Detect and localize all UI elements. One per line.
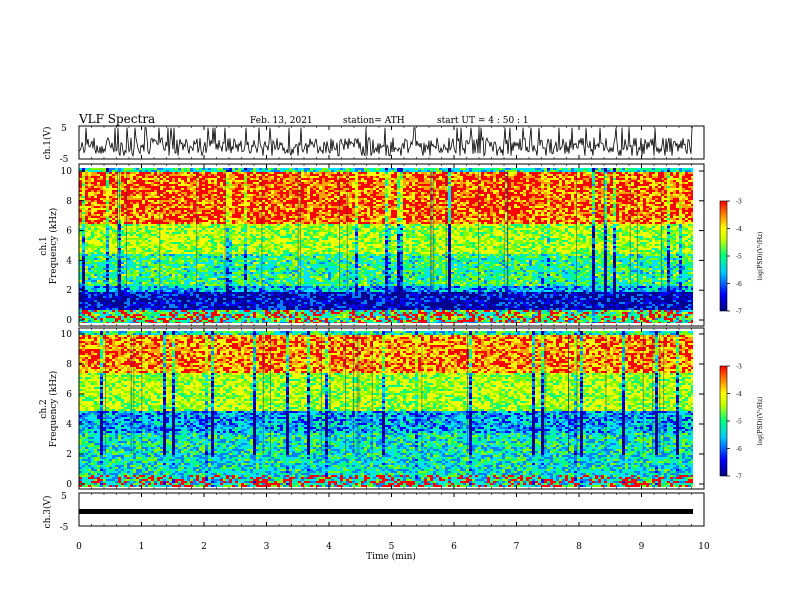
ch3-ytick-bottom: -5 <box>60 523 69 533</box>
ch1-ylabel: ch.1(V) <box>42 127 53 160</box>
cb2-tick--7: -7 <box>736 474 742 481</box>
cb2-tick--5: -5 <box>736 419 742 426</box>
ch1-spectrogram-image <box>79 168 693 323</box>
ch2-colorbar: -3 -4 -5 -6 -7 log(PSD)(V²/Hz) <box>719 364 764 481</box>
ch1-ylabel-channel: ch.1 <box>39 236 49 255</box>
date-label: Feb. 13, 2021 <box>250 116 313 126</box>
s1-ytick-10: 10 <box>61 167 73 177</box>
s1-ytick-6: 6 <box>66 227 72 237</box>
cb2-tick--3: -3 <box>736 364 742 371</box>
s1-ytick-0: 0 <box>66 316 72 326</box>
cb1-tick--7: -7 <box>736 309 742 316</box>
station-label: station= ATH <box>343 116 405 126</box>
x-tick-label-8: 8 <box>576 542 582 552</box>
x-tick-label-6: 6 <box>451 542 457 552</box>
x-tick-label-7: 7 <box>514 542 520 552</box>
ch2-spectrogram-panel: 0 2 4 6 8 10 ch.2 Frequency (kHz) <box>39 327 705 490</box>
ch3-waveform-panel: 5 -5 ch.3(V) <box>42 492 705 533</box>
x-axis-label: Time (min) <box>366 551 416 562</box>
ch1-ytick-bottom: -5 <box>60 155 69 165</box>
start-time-label: start UT = 4 : 50 : 1 <box>437 116 529 126</box>
ch2-colorbar-label: log(PSD)(V²/Hz) <box>757 397 764 446</box>
s2-ytick-2: 2 <box>66 450 72 460</box>
cb2-tick--6: -6 <box>736 446 742 453</box>
ch1-colorbar-ramp <box>719 200 728 312</box>
ch1-waveform-trace <box>79 127 693 158</box>
x-tick-label-4: 4 <box>326 542 332 552</box>
s2-ytick-0: 0 <box>66 480 72 490</box>
s2-ytick-10: 10 <box>61 330 73 340</box>
ch1-waveform-line <box>79 127 693 158</box>
cb1-tick--6: -6 <box>736 281 742 288</box>
ch2-ylabel-frequency: Frequency (kHz) <box>48 371 59 448</box>
x-tick-label-2: 2 <box>201 542 207 552</box>
s2-ytick-8: 8 <box>66 360 72 370</box>
ch1-ylabel-frequency: Frequency (kHz) <box>48 208 59 285</box>
cb2-tick--4: -4 <box>736 391 742 398</box>
x-tick-label-5: 5 <box>389 542 395 552</box>
cb1-tick--5: -5 <box>736 254 742 261</box>
x-tick-label-1: 1 <box>139 542 145 552</box>
ch2-ylabel-channel: ch.2 <box>39 399 49 418</box>
s2-ytick-6: 6 <box>66 390 72 400</box>
x-axis: 0 1 2 3 4 5 6 7 8 9 10 <box>76 126 710 552</box>
ch3-waveform-trace <box>79 509 693 514</box>
ch2-spectrogram-image <box>79 331 693 487</box>
cb1-tick--4: -4 <box>736 226 742 233</box>
ch1-ytick-top: 5 <box>61 124 67 134</box>
ch3-ylabel: ch.3(V) <box>42 496 53 529</box>
ch1-spectrogram-panel: 0 2 4 6 8 10 ch.1 Frequency (kHz) <box>39 163 705 327</box>
ch3-ytick-top: 5 <box>61 492 67 502</box>
s1-ytick-2: 2 <box>66 286 72 296</box>
ch2-colorbar-ramp <box>719 365 728 477</box>
cb1-tick--3: -3 <box>736 199 742 206</box>
ch1-colorbar-label: log(PSD)(V²/Hz) <box>757 232 764 281</box>
s2-ytick-4: 4 <box>66 420 72 430</box>
figure-title: VLF Spectra <box>78 112 155 126</box>
s1-ytick-4: 4 <box>66 256 72 266</box>
x-tick-label-3: 3 <box>264 542 270 552</box>
x-tick-label-10: 10 <box>698 542 710 552</box>
s1-ytick-8: 8 <box>66 197 72 207</box>
ch1-colorbar: -3 -4 -5 -6 -7 log(PSD)(V²/Hz) <box>719 199 764 316</box>
x-tick-label-0: 0 <box>76 542 82 552</box>
x-tick-label-9: 9 <box>639 542 645 552</box>
